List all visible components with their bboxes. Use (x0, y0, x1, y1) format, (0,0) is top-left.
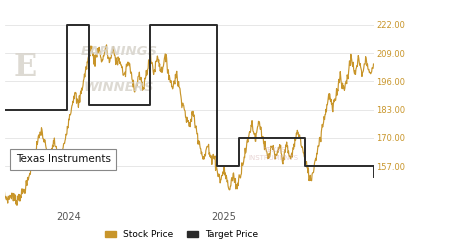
Text: E: E (13, 52, 36, 83)
Text: Texas Instruments: Texas Instruments (16, 154, 111, 164)
Text: WINNERS: WINNERS (84, 81, 154, 94)
Text: TEXAS
INSTRUMENTS: TEXAS INSTRUMENTS (249, 146, 299, 160)
Text: EARNINGS: EARNINGS (81, 45, 158, 58)
Legend: Stock Price, Target Price: Stock Price, Target Price (102, 227, 262, 243)
